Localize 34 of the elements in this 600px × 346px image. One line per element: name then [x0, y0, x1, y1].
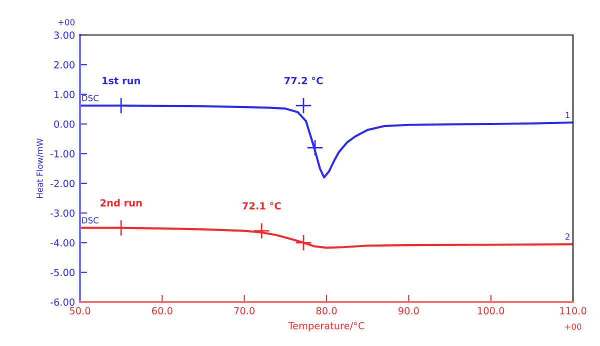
point	[253, 222, 270, 240]
annotation: DSC	[82, 217, 98, 224]
x-tick-label: 110.0	[560, 307, 586, 314]
x-tick-label: 50.0	[70, 307, 90, 314]
y-tick-label: -5.00	[50, 268, 74, 276]
annotation: 72.1 °C	[242, 202, 281, 210]
point	[112, 97, 130, 114]
point	[295, 97, 312, 114]
annotation: 2	[566, 233, 570, 240]
annotation: DSC	[82, 94, 98, 102]
annotation: 1	[566, 112, 570, 118]
point	[306, 139, 324, 156]
y-tick-label: -6.00	[50, 298, 74, 306]
x-tick-label: 100.0	[478, 307, 504, 314]
y-tick-label: 0.00	[54, 120, 74, 128]
annotation: 77.2 °C	[284, 76, 323, 84]
y-tick-label: -2.00	[50, 180, 74, 188]
x-tick-label: 60.0	[152, 307, 172, 314]
y-tick-label: -4.00	[50, 239, 74, 246]
x-tick-label: 90.0	[398, 307, 419, 314]
y-tick-label: -3.00	[50, 209, 74, 217]
x-tick-label: 70.0	[234, 307, 255, 314]
y-tick-label: 1.00	[54, 90, 74, 98]
x-tick-label: 80.0	[316, 307, 337, 314]
text: +00	[565, 324, 582, 330]
annotation: 1st run	[102, 77, 140, 84]
x-axis-title: Temperature/°C	[288, 322, 364, 332]
y-axis-title: Heat Flow/mW	[36, 138, 44, 198]
text: +00	[58, 19, 75, 26]
point	[295, 234, 312, 251]
y-tick-label: -1.00	[50, 150, 74, 158]
y-tick-label: 3.00	[54, 31, 74, 39]
y-tick-label: 2.00	[54, 61, 74, 68]
annotation: 2nd run	[100, 198, 142, 207]
